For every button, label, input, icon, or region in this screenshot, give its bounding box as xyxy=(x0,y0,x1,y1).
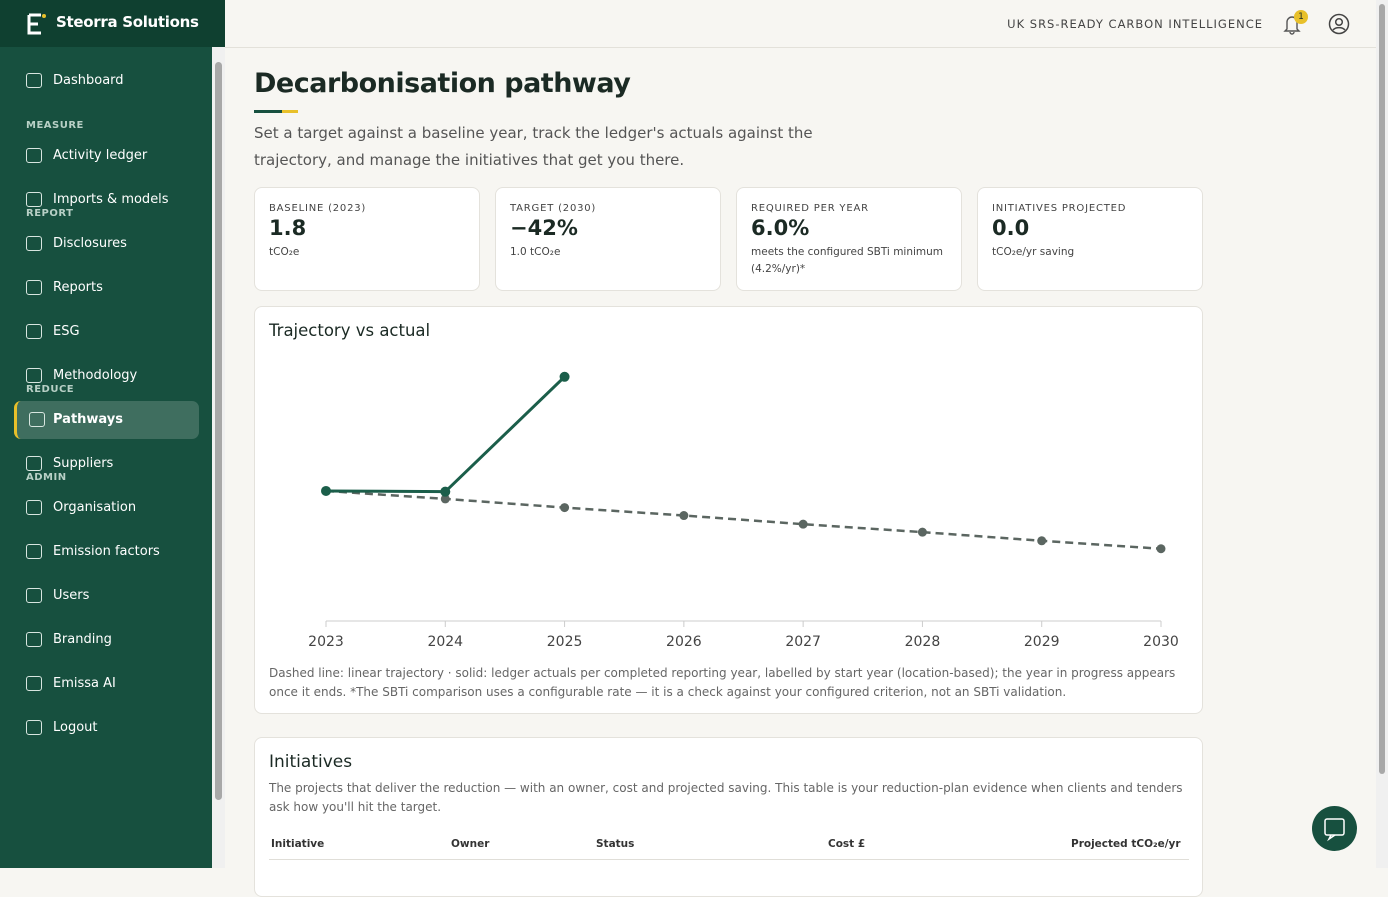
help-icon xyxy=(1324,818,1345,842)
account[interactable] xyxy=(1328,13,1350,35)
nav-item[interactable]: Reports xyxy=(14,269,199,307)
nav-item[interactable]: Disclosures xyxy=(14,225,199,263)
nav-icon xyxy=(26,632,42,647)
column-header: Projected tCO₂e/yr xyxy=(1071,838,1181,850)
kpi-label: REQUIRED PER YEAR xyxy=(751,203,869,214)
nav-icon xyxy=(26,324,42,339)
data-point xyxy=(559,371,570,382)
data-point xyxy=(1037,536,1047,546)
column-header: Cost £ xyxy=(828,838,866,850)
nav-icon xyxy=(26,192,42,207)
scroll-thumb[interactable] xyxy=(1379,4,1385,774)
nav-heading: ADMIN xyxy=(26,472,67,483)
nav-icon xyxy=(26,456,42,471)
series-line xyxy=(325,489,1162,550)
data-point xyxy=(1156,544,1166,554)
nav-item[interactable]: Branding xyxy=(14,621,199,659)
x-tick-label: 2028 xyxy=(905,634,941,650)
nav-icon xyxy=(26,676,42,691)
kpi-label: BASELINE (2023) xyxy=(269,203,367,214)
kpi-value: 0.0 xyxy=(992,216,1030,240)
page-subtitle: Set a target against a baseline year, tr… xyxy=(254,124,813,169)
kpi-card: BASELINE (2023) 1.8 tCO₂e xyxy=(254,187,480,291)
column-header: Status xyxy=(596,838,635,850)
data-point xyxy=(321,485,331,496)
x-tick-label: 2027 xyxy=(785,634,821,650)
nav-icon xyxy=(26,368,42,383)
data-point xyxy=(679,511,689,521)
section-description: The projects that deliver the reduction … xyxy=(269,781,1183,814)
nav-icon xyxy=(26,236,42,251)
nav-heading: MEASURE xyxy=(26,120,84,131)
chart: 2023 2024 2025 2026 2027 2028 2029 2030 xyxy=(308,371,1179,650)
section-title: Initiatives xyxy=(269,752,353,772)
kpi-card: REQUIRED PER YEAR 6.0% meets the configure… xyxy=(736,187,962,291)
column-header: Initiative xyxy=(271,838,325,850)
kpi-note: tCO₂e xyxy=(269,246,300,258)
nav-item[interactable]: Suppliers xyxy=(14,445,199,483)
tagline: UK SRS-READY CARBON INTELLIGENCE xyxy=(1007,17,1263,31)
top-bar: UK SRS-READY CARBON INTELLIGENCE 1 xyxy=(225,0,1376,48)
nav-item[interactable]: Logout xyxy=(14,709,199,747)
data-point xyxy=(917,527,927,537)
series-line xyxy=(325,375,566,494)
nav-icon xyxy=(26,148,42,163)
kpi-label: TARGET (2030) xyxy=(510,203,597,214)
nav-item[interactable]: Methodology xyxy=(14,357,199,395)
nav-icon xyxy=(26,73,42,88)
kpi-card: TARGET (2030) −42% 1.0 tCO₂e xyxy=(495,187,721,291)
chart-footnote: Dashed line: linear trajectory · solid: … xyxy=(269,666,1176,699)
data-point xyxy=(798,519,808,529)
x-tick-label: 2026 xyxy=(666,634,702,650)
kpi-value: −42% xyxy=(510,216,578,240)
kpi-value: 1.8 xyxy=(269,216,307,240)
nav-item[interactable]: Imports & models xyxy=(14,181,199,219)
kpi-label: INITIATIVES PROJECTED xyxy=(992,203,1127,214)
chart-card: Trajectory vs actual 2023 2024 2025 2026 202… xyxy=(254,306,1203,714)
x-tick-label: 2023 xyxy=(308,634,344,650)
nav-heading: REPORT xyxy=(26,208,74,219)
nav-item[interactable]: Pathways xyxy=(14,401,199,439)
help-button[interactable] xyxy=(1312,806,1357,851)
x-tick-label: 2030 xyxy=(1143,634,1179,650)
chart-title: Trajectory vs actual xyxy=(269,321,431,340)
nav-icon xyxy=(29,412,45,427)
x-tick-label: 2024 xyxy=(427,634,463,650)
nav-item[interactable]: Users xyxy=(14,577,199,615)
kpi-note: tCO₂e/yr saving xyxy=(992,246,1075,258)
nav-item[interactable]: Emissa AI xyxy=(14,665,199,703)
logo xyxy=(27,13,46,35)
x-tick-label: 2025 xyxy=(547,634,583,650)
brand-bar: Steorra Solutions xyxy=(0,0,225,47)
kpi-value: 6.0% xyxy=(751,216,810,240)
data-point xyxy=(560,503,570,513)
nav-item[interactable]: Emission factors xyxy=(14,533,199,571)
divider xyxy=(269,859,1189,860)
nav-icon xyxy=(26,544,42,559)
notification-count: 1 xyxy=(1294,10,1308,24)
nav-icon xyxy=(26,720,42,735)
nav-icon xyxy=(26,588,42,603)
nav-item[interactable]: Organisation xyxy=(14,489,199,527)
x-tick-label: 2029 xyxy=(1024,634,1060,650)
nav-item[interactable]: ESG xyxy=(14,313,199,351)
kpi-note: meets the configured SBTi minimum (4.2%/… xyxy=(751,246,944,275)
brand-name: Steorra Solutions xyxy=(56,13,199,31)
nav-heading: REDUCE xyxy=(26,384,75,395)
data-point xyxy=(440,486,451,497)
accent xyxy=(254,110,282,113)
accent xyxy=(282,110,298,113)
scroll-thumb[interactable] xyxy=(215,62,222,800)
kpi-card: INITIATIVES PROJECTED 0.0 tCO₂e/yr saving xyxy=(977,187,1203,291)
kpi-note: 1.0 tCO₂e xyxy=(510,246,561,258)
data-point xyxy=(440,494,450,504)
nav-icon xyxy=(26,280,42,295)
nav-icon xyxy=(26,500,42,515)
initiatives-card: Initiatives The projects that deliver th… xyxy=(254,737,1203,897)
column-header: Owner xyxy=(451,838,490,850)
page-title: Decarbonisation pathway xyxy=(254,68,631,99)
nav-item[interactable]: Dashboard xyxy=(14,62,199,100)
nav-item[interactable]: Activity ledger xyxy=(14,137,199,175)
